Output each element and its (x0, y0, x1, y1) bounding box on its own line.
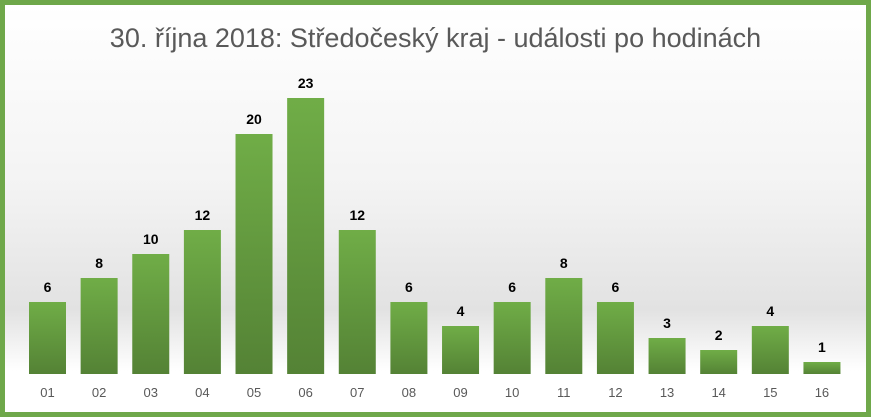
x-tick-label: 04 (195, 385, 209, 400)
data-label: 12 (195, 207, 211, 223)
bar (442, 326, 480, 374)
data-label: 6 (508, 279, 516, 295)
bar (803, 362, 841, 374)
bar (80, 278, 118, 374)
x-tick-label: 10 (505, 385, 519, 400)
data-label: 2 (715, 327, 723, 343)
bar (751, 326, 789, 374)
bar (700, 350, 738, 374)
data-label: 3 (663, 315, 671, 331)
bar (29, 302, 66, 374)
data-label: 10 (143, 231, 159, 247)
bar (287, 98, 325, 374)
data-label: 20 (246, 111, 262, 127)
x-tick-label: 12 (608, 385, 622, 400)
data-label: 23 (298, 75, 314, 91)
x-tick-label: 06 (298, 385, 312, 400)
x-tick-label: 01 (40, 385, 54, 400)
bar (648, 338, 686, 374)
x-tick-label: 11 (557, 385, 571, 400)
data-label: 6 (612, 279, 620, 295)
bar (545, 278, 583, 374)
bar (493, 302, 531, 374)
data-label: 8 (560, 255, 568, 271)
data-label: 4 (457, 303, 465, 319)
x-tick-label: 02 (92, 385, 106, 400)
data-label: 12 (349, 207, 365, 223)
x-tick-label: 16 (815, 385, 829, 400)
data-label: 8 (95, 255, 103, 271)
bar (183, 230, 221, 374)
data-label: 4 (766, 303, 774, 319)
x-tick-label: 05 (247, 385, 261, 400)
x-tick-label: 03 (144, 385, 158, 400)
data-label: 6 (44, 279, 52, 295)
x-tick-label: 13 (660, 385, 674, 400)
x-tick-label: 07 (350, 385, 364, 400)
bar (132, 254, 170, 374)
bar (338, 230, 376, 374)
x-tick-label: 15 (763, 385, 777, 400)
bar (390, 302, 428, 374)
x-tick-label: 09 (453, 385, 467, 400)
data-label: 1 (818, 339, 826, 355)
bar (235, 134, 273, 374)
data-label: 6 (405, 279, 413, 295)
chart-title: 30. října 2018: Středočeský kraj - událo… (109, 23, 762, 53)
x-tick-label: 08 (402, 385, 416, 400)
bar (596, 302, 634, 374)
x-tick-label: 14 (711, 385, 725, 400)
